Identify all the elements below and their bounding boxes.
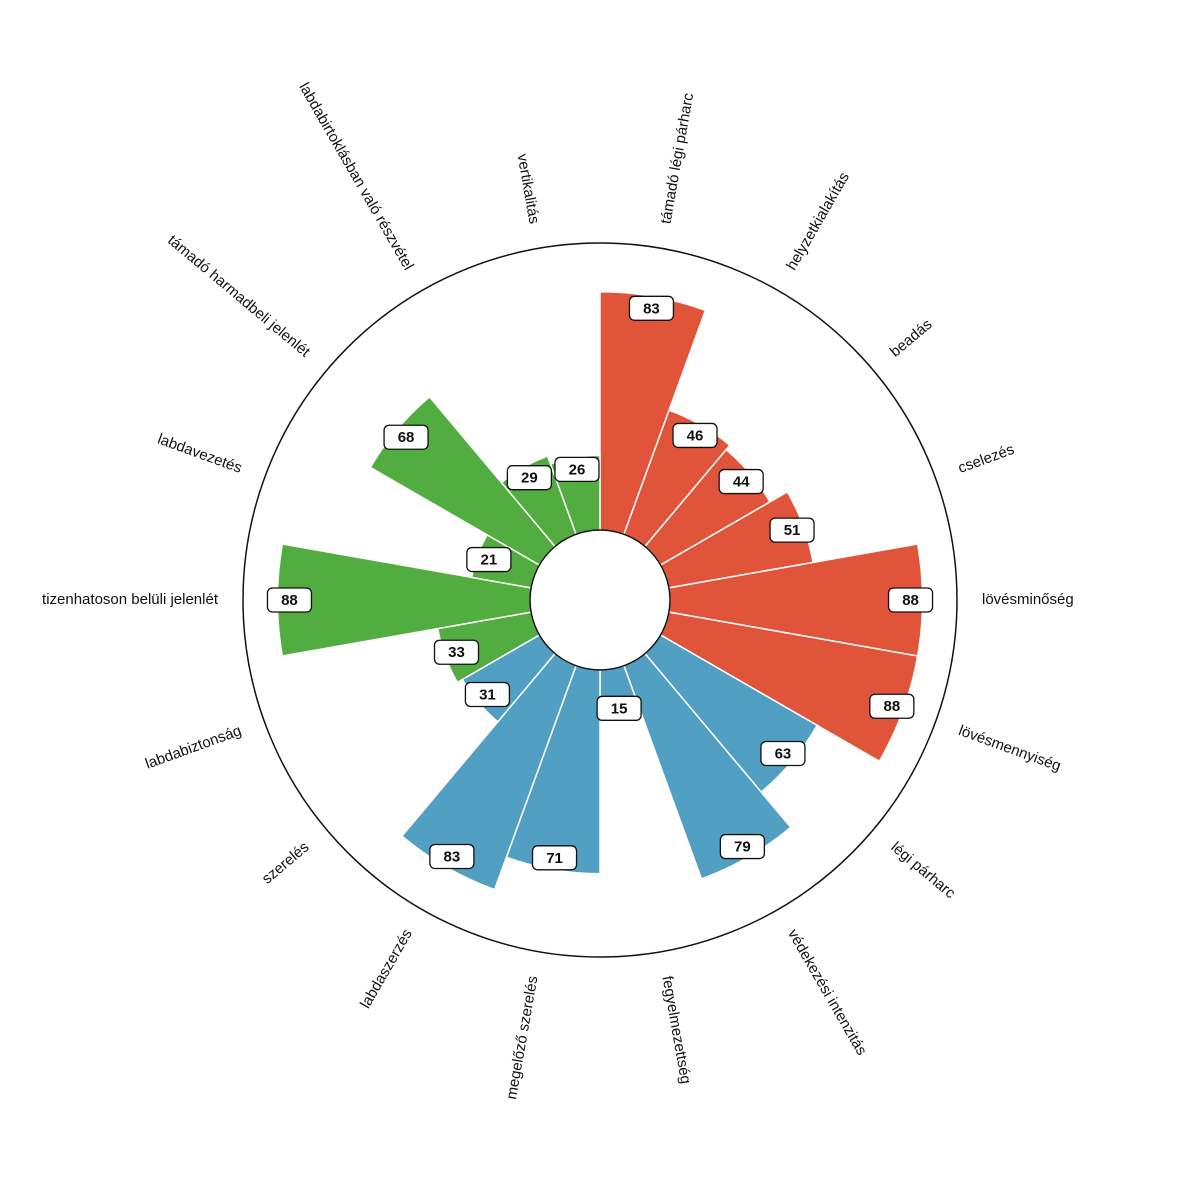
value-label-text: 79	[734, 839, 751, 856]
value-label-box	[266, 587, 313, 613]
value-label-text: 31	[479, 686, 496, 703]
category-label: szerelés	[259, 839, 313, 888]
category-label: labdabiztonság	[143, 722, 244, 772]
value-label: 83	[429, 843, 475, 870]
value-label: 44	[718, 468, 764, 495]
outer-circle	[242, 242, 958, 958]
value-label: 33	[433, 639, 480, 665]
category-label: támadó légi párharc	[657, 91, 697, 225]
value-label-box	[628, 295, 675, 321]
value-label: 88	[887, 587, 934, 613]
category-label: lövésmennyiség	[956, 722, 1063, 775]
value-label-box	[760, 740, 806, 767]
value-label-box	[672, 422, 718, 449]
value-label-box	[769, 517, 815, 543]
value-label: 88	[266, 587, 313, 613]
category-label: beadás	[887, 316, 936, 361]
value-label-text: 68	[398, 429, 415, 446]
value-label: 68	[383, 424, 429, 450]
value-label-text: 88	[902, 592, 919, 609]
value-label-box	[596, 695, 642, 721]
value-label-text: 71	[546, 850, 563, 867]
value-label-text: 83	[444, 848, 461, 865]
value-label-text: 63	[775, 745, 792, 762]
value-label-text: 51	[784, 522, 801, 539]
category-label: tizenhatoson belüli jelenlét	[42, 591, 219, 608]
value-label-text: 15	[611, 700, 628, 717]
value-label-text: 83	[643, 300, 660, 317]
value-label-box	[531, 845, 578, 871]
value-label: 31	[464, 681, 511, 708]
category-label: támadó harmadbeli jelenlét	[164, 232, 314, 361]
value-label-text: 88	[281, 592, 298, 609]
category-label: labdaszerzés	[357, 926, 416, 1011]
value-label: 26	[554, 456, 600, 483]
category-label: védekezési intenzitás	[784, 926, 870, 1058]
value-label: 21	[466, 546, 512, 573]
value-label-box	[466, 546, 512, 573]
value-label: 88	[869, 693, 915, 719]
value-label-text: 29	[521, 470, 538, 487]
value-label: 51	[769, 517, 815, 543]
value-label-text: 26	[569, 461, 586, 478]
value-label-text: 33	[448, 644, 465, 661]
value-label: 79	[719, 833, 766, 860]
value-label: 83	[628, 295, 675, 321]
inner-circle	[529, 529, 671, 671]
value-label-text: 46	[687, 427, 704, 444]
value-label: 29	[506, 465, 553, 491]
value-label-box	[383, 424, 429, 450]
category-label: megelőző szerelés	[503, 975, 541, 1101]
value-label-box	[869, 693, 915, 719]
value-label-box	[506, 465, 553, 491]
value-label-box	[464, 681, 511, 708]
category-label: légi párharc	[888, 839, 959, 903]
value-label-box	[718, 468, 764, 495]
value-label-box	[554, 456, 600, 483]
category-label: fegyelmezettség	[658, 975, 694, 1086]
value-label: 71	[531, 845, 578, 871]
category-label: lövésminőség	[982, 591, 1074, 608]
value-label: 15	[596, 695, 642, 721]
value-label-text: 21	[481, 552, 498, 569]
category-label: vertikalitás	[514, 152, 543, 225]
category-label: cselezés	[956, 441, 1017, 477]
category-label: labdavezetés	[155, 431, 244, 477]
category-label: helyzetkialakítás	[783, 169, 853, 273]
value-label-box	[719, 833, 766, 860]
value-label-box	[433, 639, 480, 665]
value-label-box	[429, 843, 475, 870]
value-label: 46	[672, 422, 718, 449]
value-label-text: 88	[883, 698, 900, 715]
value-label: 63	[760, 740, 806, 767]
category-label: labdabirtoklásban való részvétel	[295, 80, 416, 273]
value-label-box	[887, 587, 934, 613]
value-label-text: 44	[733, 474, 750, 491]
